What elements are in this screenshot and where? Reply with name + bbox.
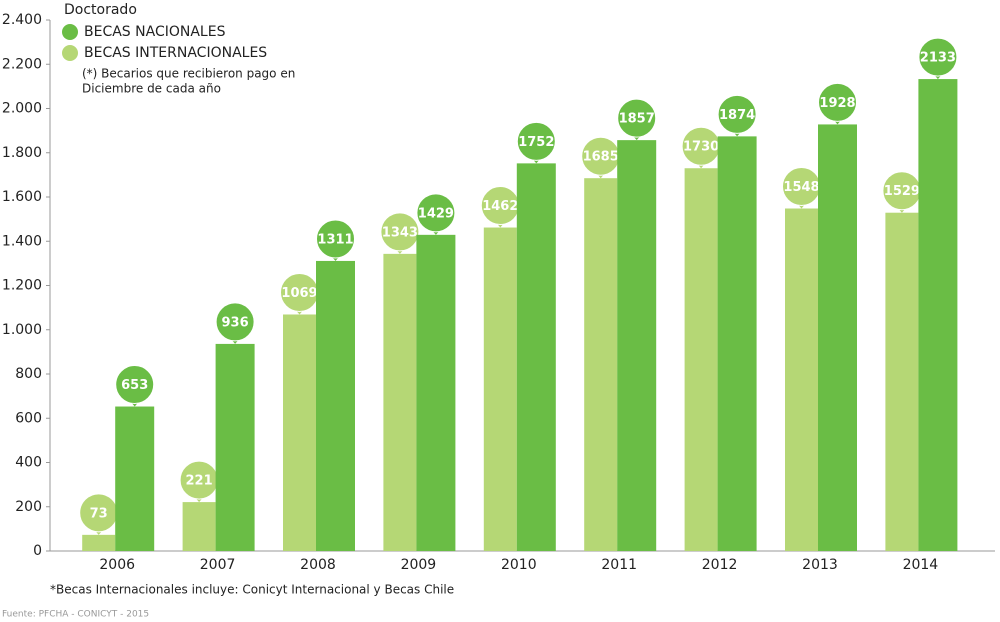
value-label: 1857 <box>619 112 655 127</box>
bar <box>416 234 456 552</box>
x-tick-label: 2008 <box>300 557 336 573</box>
value-label: 1343 <box>382 225 418 240</box>
y-tick-label: 1.600 <box>2 189 42 205</box>
value-bubble <box>717 94 757 134</box>
bar <box>516 163 556 551</box>
y-tick-label: 2.200 <box>2 56 42 72</box>
x-tick-label: 2014 <box>903 557 939 573</box>
note: (*) Becarios que recibieron pago en <box>82 67 295 81</box>
y-tick-label: 200 <box>15 499 42 515</box>
footnote: *Becas Internacionales incluye: Conicyt … <box>50 583 454 597</box>
x-tick-label: 2006 <box>99 557 135 573</box>
bar <box>818 124 857 552</box>
value-label: 1429 <box>418 206 454 221</box>
bar <box>617 140 657 552</box>
y-tick-label: 0 <box>33 543 42 559</box>
bar <box>684 168 718 552</box>
value-bubble <box>416 193 456 233</box>
bar <box>785 208 818 551</box>
value-bubble <box>818 82 857 122</box>
value-label: 1685 <box>583 150 619 165</box>
bar <box>115 406 155 551</box>
note: Diciembre de cada año <box>82 82 221 96</box>
y-tick-label: 2.400 <box>2 12 42 28</box>
bar <box>584 178 618 551</box>
value-label: 221 <box>186 474 213 489</box>
value-label: 1069 <box>281 286 317 301</box>
value-label: 1752 <box>518 135 554 150</box>
y-tick-label: 1.000 <box>2 322 42 338</box>
bar <box>215 343 255 551</box>
bar <box>885 212 919 552</box>
bar <box>717 136 757 551</box>
value-bubble <box>380 212 420 252</box>
bar <box>82 534 116 551</box>
legend-label: BECAS NACIONALES <box>84 24 226 40</box>
y-tick-label: 400 <box>15 455 42 471</box>
value-label: 73 <box>90 506 108 521</box>
y-tick-label: 1.400 <box>2 233 42 249</box>
value-label: 1529 <box>884 184 920 199</box>
value-label: 1928 <box>819 96 855 111</box>
x-tick-label: 2009 <box>401 557 437 573</box>
y-tick-label: 600 <box>15 410 42 426</box>
value-label: 653 <box>121 378 148 393</box>
chart-title: Doctorado <box>64 2 137 18</box>
bar <box>918 79 958 551</box>
x-tick-label: 2013 <box>802 557 838 573</box>
value-label: 1730 <box>683 140 719 155</box>
x-tick-label: 2011 <box>601 557 637 573</box>
x-tick-label: 2010 <box>501 557 537 573</box>
source: Fuente: PFCHA - CONICYT - 2015 <box>2 610 149 620</box>
value-bubble <box>215 302 255 342</box>
value-bubble <box>316 219 355 259</box>
value-bubble <box>115 365 155 405</box>
bar <box>316 260 355 551</box>
y-tick-label: 2.000 <box>2 101 42 117</box>
value-label: 936 <box>222 315 249 330</box>
value-bubble <box>516 121 556 161</box>
x-tick-label: 2012 <box>702 557 738 573</box>
value-label: 1311 <box>317 232 353 247</box>
value-label: 1548 <box>783 180 819 195</box>
y-tick-label: 800 <box>15 366 42 382</box>
legend-label: BECAS INTERNACIONALES <box>84 45 267 61</box>
value-label: 1462 <box>482 199 518 214</box>
bar <box>182 502 216 551</box>
bar <box>283 314 316 551</box>
value-label: 1874 <box>719 108 755 123</box>
x-tick-label: 2007 <box>200 557 236 573</box>
value-label: 2133 <box>920 51 956 66</box>
value-bubble <box>918 37 958 77</box>
bar <box>383 253 417 551</box>
legend-swatch <box>62 45 78 61</box>
y-tick-label: 1.200 <box>2 278 42 294</box>
bar <box>483 227 517 551</box>
legend-swatch <box>62 24 78 40</box>
value-bubble <box>617 98 657 138</box>
y-tick-label: 1.800 <box>2 145 42 161</box>
